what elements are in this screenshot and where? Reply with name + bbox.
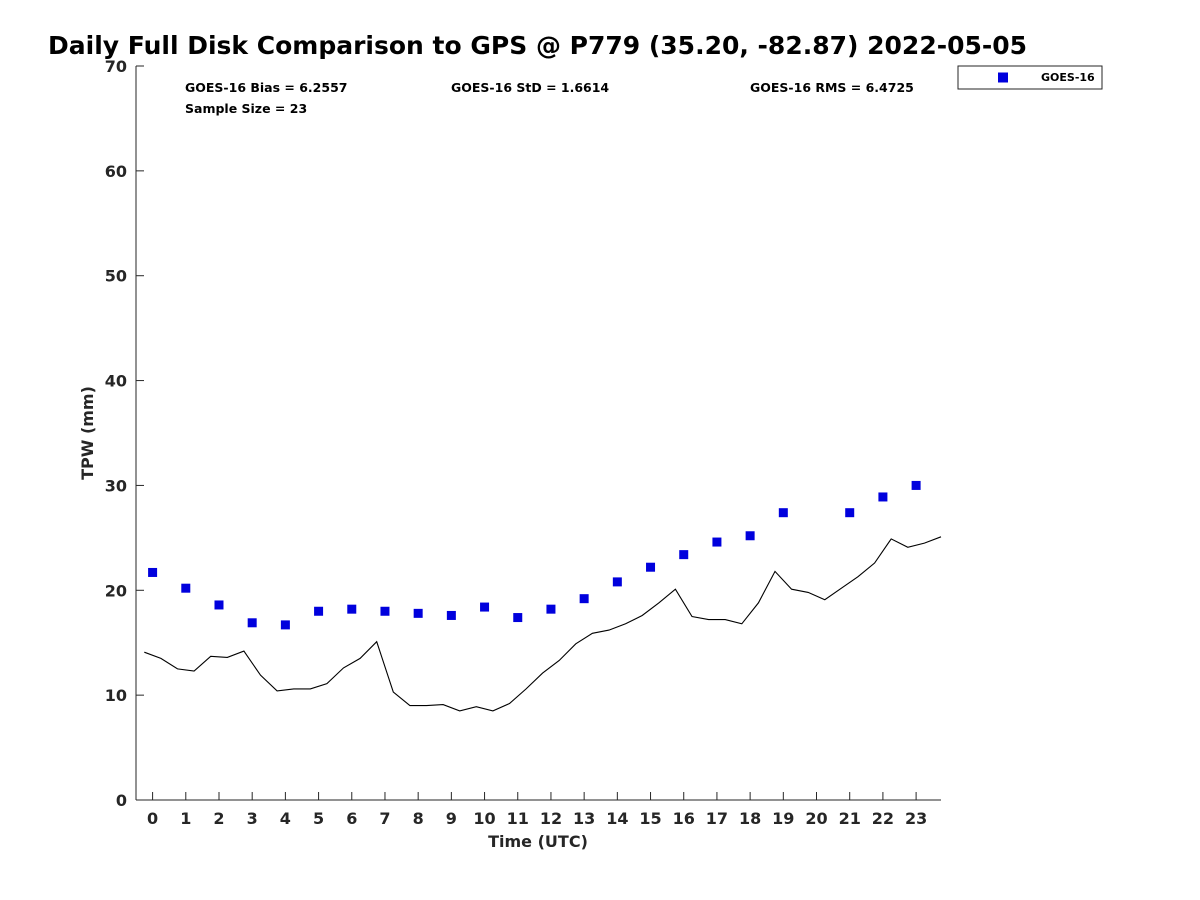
x-tick-label: 1: [180, 809, 191, 828]
goes16-point: [679, 550, 689, 560]
y-tick-label: 30: [105, 476, 127, 495]
stat-bias: GOES-16 Bias = 6.2557: [185, 80, 347, 95]
x-tick-label: 11: [507, 809, 529, 828]
x-tick-label: 3: [247, 809, 258, 828]
x-tick-label: 6: [346, 809, 357, 828]
x-tick-label: 17: [706, 809, 728, 828]
goes16-point: [778, 508, 788, 518]
goes16-point: [513, 613, 523, 623]
goes16-point: [347, 604, 357, 614]
y-tick-label: 40: [105, 372, 127, 391]
goes16-point: [878, 492, 888, 502]
goes16-point: [480, 602, 490, 612]
legend-box: [957, 65, 1103, 90]
x-tick-label: 10: [473, 809, 495, 828]
goes16-point: [413, 608, 423, 618]
goes16-point: [214, 600, 224, 610]
goes16-point: [745, 531, 755, 541]
goes16-point: [646, 562, 656, 572]
stat-std: GOES-16 StD = 1.6614: [451, 80, 609, 95]
stat-sample-size: Sample Size = 23: [185, 101, 307, 116]
legend: GOES-16: [957, 65, 1103, 90]
legend-marker-goes16: [998, 72, 1008, 83]
goes16-point: [612, 577, 622, 587]
x-tick-label: 22: [872, 809, 894, 828]
legend-label-goes16: GOES-16: [1041, 71, 1095, 84]
goes16-point: [181, 583, 191, 593]
x-tick-label: 8: [413, 809, 424, 828]
goes16-point: [314, 606, 324, 616]
goes16-point: [712, 537, 722, 547]
x-tick-label: 23: [905, 809, 927, 828]
x-tick-label: 20: [805, 809, 827, 828]
chart-title: Daily Full Disk Comparison to GPS @ P779…: [48, 31, 1027, 60]
y-tick-label: 0: [116, 791, 127, 810]
goes16-point: [446, 610, 456, 620]
x-tick-label: 16: [673, 809, 695, 828]
goes16-point: [845, 508, 855, 518]
y-tick-label: 20: [105, 581, 127, 600]
x-tick-label: 21: [839, 809, 861, 828]
x-tick-label: 9: [446, 809, 457, 828]
y-tick-label: 50: [105, 267, 127, 286]
goes16-point: [148, 567, 158, 577]
goes16-point: [247, 618, 257, 628]
goes16-point: [579, 594, 589, 604]
x-tick-label: 5: [313, 809, 324, 828]
gps-series: [144, 536, 942, 712]
goes16-point: [380, 606, 390, 616]
stat-rms: GOES-16 RMS = 6.4725: [750, 80, 914, 95]
x-tick-label: 2: [213, 809, 224, 828]
y-tick-label: 60: [105, 162, 127, 181]
goes16-point: [280, 620, 290, 630]
stats-annotations: GOES-16 Bias = 6.2557 GOES-16 StD = 1.66…: [185, 80, 914, 116]
goes16-point: [911, 480, 921, 490]
x-tick-label: 14: [606, 809, 628, 828]
y-axis-label: TPW (mm): [78, 386, 97, 480]
plot-area: [135, 66, 941, 801]
x-ticks: 0 1 2 3 4 5 6 7 8 9 10 11 12 13 14 15 16 17 18 19 20 21 22 23: [147, 792, 927, 828]
x-tick-label: 13: [573, 809, 595, 828]
x-tick-label: 7: [379, 809, 390, 828]
y-tick-label: 70: [105, 57, 127, 76]
goes16-series: [148, 480, 921, 630]
x-tick-label: 4: [280, 809, 291, 828]
x-tick-label: 19: [772, 809, 794, 828]
x-axis-label: Time (UTC): [488, 832, 588, 851]
goes16-point: [546, 604, 556, 614]
x-tick-label: 15: [639, 809, 661, 828]
gps-series-line: [144, 536, 942, 712]
x-tick-label: 12: [540, 809, 562, 828]
x-tick-label: 18: [739, 809, 761, 828]
y-ticks: 0 10 20 30 40 50 60 70: [105, 57, 144, 810]
y-tick-label: 10: [105, 686, 127, 705]
x-tick-label: 0: [147, 809, 158, 828]
